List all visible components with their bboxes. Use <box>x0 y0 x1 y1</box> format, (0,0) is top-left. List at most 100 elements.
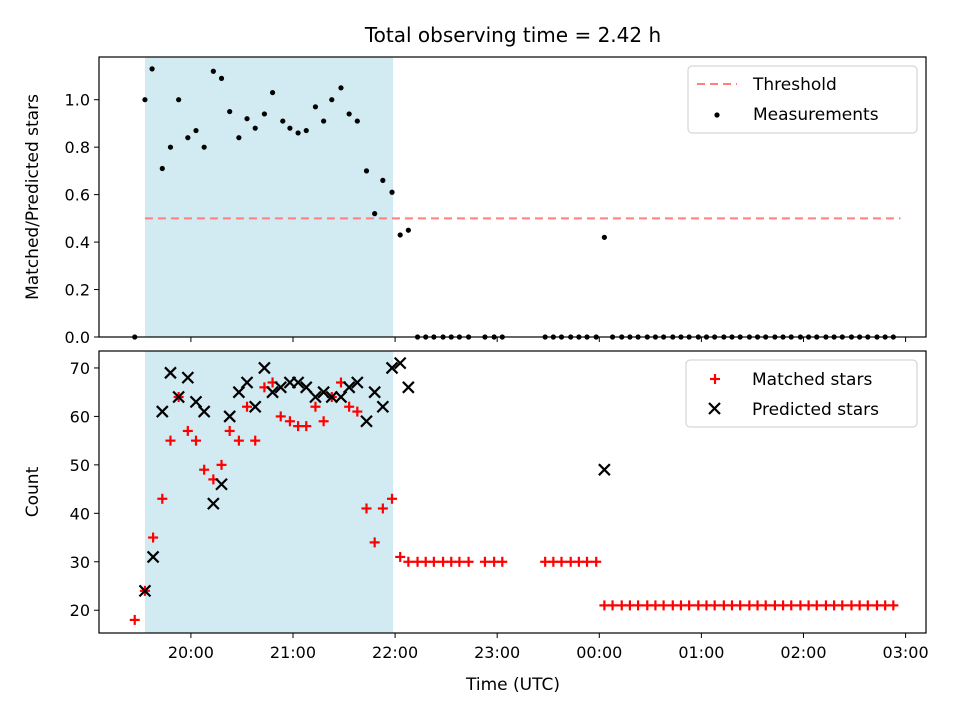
ratio-x-ticks <box>190 337 907 342</box>
observing-window-shade <box>144 351 394 633</box>
measurement-point <box>321 118 327 124</box>
measurement-points <box>132 66 896 340</box>
y-tick-label: 0.2 <box>65 281 90 300</box>
measurement-point <box>389 189 395 195</box>
count-y-axis-label: Count <box>23 466 43 517</box>
matched-stars-point <box>361 503 372 514</box>
y-tick-label: 30 <box>70 553 90 572</box>
matched-stars-point <box>250 435 261 446</box>
matched-stars-point <box>148 532 159 543</box>
matched-stars-point <box>275 411 286 422</box>
matched-stars-point <box>811 600 822 611</box>
matched-stars-point <box>216 459 227 470</box>
matched-stars-point <box>454 556 465 567</box>
predicted-stars-point <box>164 366 177 380</box>
predicted-stars-point <box>291 376 305 389</box>
predicted-stars-point <box>299 381 313 394</box>
time-x-ticks: 20:00 21:00 22:00 23:00 00:00 01:00 02:00 03:00 <box>168 633 929 662</box>
predicted-stars-point <box>146 550 160 564</box>
predicted-stars-point <box>258 361 271 375</box>
predicted-stars-point <box>248 400 262 413</box>
matched-stars-point <box>684 600 695 611</box>
measurement-point <box>346 111 352 117</box>
legend-measurements-swatch <box>714 112 720 118</box>
matched-stars-point <box>157 493 168 504</box>
y-tick-label: 1.0 <box>65 91 90 110</box>
x-tick-label: 21:00 <box>270 643 316 662</box>
y-tick-label: 60 <box>70 407 90 426</box>
predicted-stars-point <box>172 390 185 404</box>
x-tick-label: 03:00 <box>883 643 929 662</box>
matched-stars-point <box>190 435 201 446</box>
count-panel: 20 30 40 50 60 70 20:00 21:00 22:00 23:00 00:00 01… <box>23 350 929 695</box>
x-tick-label: 00:00 <box>576 643 622 662</box>
predicted-stars-point <box>317 385 330 399</box>
predicted-stars-point <box>240 376 254 389</box>
measurement-point <box>601 234 607 240</box>
matched-stars-point <box>428 556 439 567</box>
matched-stars-point <box>387 493 398 504</box>
matched-stars-point <box>129 614 140 625</box>
predicted-stars-point <box>207 497 220 510</box>
measurement-point <box>295 130 301 136</box>
matched-stars-point <box>463 556 474 567</box>
measurement-point <box>261 111 267 117</box>
matched-stars-point <box>479 556 490 567</box>
ratio-y-ticks: 0.0 0.2 0.4 0.6 0.8 1.0 <box>65 91 99 347</box>
matched-stars-point <box>786 600 797 611</box>
ratio-panel: 0.0 0.2 0.4 0.6 0.8 1.0 Matched/Predicted sta… <box>23 56 927 347</box>
measurement-point <box>218 75 225 81</box>
measurement-point <box>159 165 165 172</box>
predicted-stars-point <box>376 400 390 413</box>
y-tick-label: 70 <box>70 359 90 378</box>
ratio-legend: Threshold Measurements <box>687 65 918 134</box>
measurement-point <box>185 135 191 141</box>
count-legend: Matched stars Predicted stars <box>685 359 918 428</box>
matched-stars-point <box>284 416 295 427</box>
predicted-stars-point <box>598 463 611 476</box>
predicted-stars-point <box>215 477 228 491</box>
predicted-stars-point <box>309 390 322 404</box>
matched-stars-point <box>837 600 848 611</box>
matched-stars-point <box>310 401 321 412</box>
measurement-point <box>149 66 155 72</box>
y-tick-label: 20 <box>70 601 90 620</box>
matched-stars-point <box>233 435 244 446</box>
chart-title: Total observing time = 2.42 h <box>364 23 661 47</box>
legend-predicted-label: Predicted stars <box>752 400 879 420</box>
y-tick-label: 0.4 <box>65 233 90 252</box>
count-points <box>129 356 899 625</box>
matched-stars-point <box>709 600 720 611</box>
predicted-stars-point <box>274 381 288 394</box>
predicted-stars-point <box>360 414 373 428</box>
measurement-point <box>354 118 360 124</box>
predicted-stars-point <box>368 385 381 399</box>
measurement-point <box>193 127 199 134</box>
predicted-stars-point <box>181 371 195 384</box>
matched-stars-point <box>224 425 235 436</box>
y-tick-label: 0.8 <box>65 138 90 157</box>
legend-matched-label: Matched stars <box>752 370 872 390</box>
matched-stars-point <box>735 600 746 611</box>
predicted-stars-point <box>402 381 415 394</box>
measurement-point <box>303 127 309 134</box>
y-tick-label: 40 <box>70 504 90 523</box>
x-tick-label: 23:00 <box>474 643 520 662</box>
y-tick-label: 50 <box>70 456 90 475</box>
matched-stars-point <box>658 600 669 611</box>
measurement-point <box>252 125 258 131</box>
y-tick-label: 0.0 <box>65 328 90 347</box>
matched-stars-point <box>497 556 508 567</box>
measurement-point <box>338 85 344 91</box>
measurement-point <box>269 89 276 96</box>
measurement-point <box>142 97 148 103</box>
matched-stars-point <box>888 600 899 611</box>
matched-stars-point <box>242 401 253 412</box>
matched-stars-point <box>633 600 644 611</box>
count-panel-frame <box>98 350 927 634</box>
matched-stars-point <box>395 551 406 562</box>
matched-stars-point <box>862 600 873 611</box>
predicted-stars-point <box>156 405 169 418</box>
measurement-point <box>287 125 293 131</box>
